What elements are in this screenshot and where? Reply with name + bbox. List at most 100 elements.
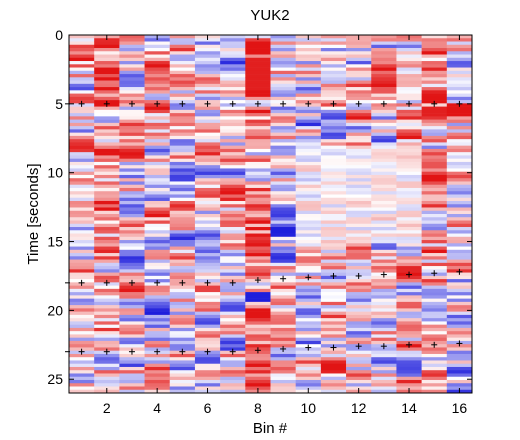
heatmap-cell [446,197,473,202]
heatmap-cell [270,158,296,163]
heatmap-cell [371,298,397,303]
heatmap-cell [446,275,473,280]
heatmap-cell [421,311,448,316]
heatmap-cell [220,194,246,199]
heatmap-cell [194,51,221,55]
heatmap-cell [220,165,246,169]
heatmap-cell [320,93,347,98]
heatmap-cell [396,240,422,244]
heatmap-cell [396,379,422,384]
heatmap-cell [295,262,322,267]
heatmap-cell [69,41,95,46]
heatmap-cell [119,61,145,65]
heatmap-cell [421,161,448,166]
heatmap-cell [220,204,246,208]
heatmap-cell [69,184,95,189]
heatmap-cell [421,214,448,218]
heatmap-cell [194,197,221,202]
heatmap-cell [144,197,171,202]
heatmap-cell [220,243,246,247]
heatmap-cell [144,178,171,182]
heatmap-cell [371,148,397,153]
heatmap-cell [169,51,196,55]
heatmap-cell [421,259,448,264]
heatmap-cell [446,298,473,303]
heatmap-cell [94,269,120,273]
heatmap-cell [119,83,145,88]
heatmap-cell [371,347,397,351]
heatmap-cell [194,119,221,124]
heatmap-cell [396,197,422,202]
heatmap-cell [371,318,397,322]
heatmap-cell [220,132,246,137]
heatmap-cell [320,243,347,247]
heatmap-cell [270,288,296,293]
heatmap-cell [295,340,322,345]
heatmap-cell [194,223,221,228]
heatmap-cell [119,139,145,143]
heatmap-cell [346,223,372,228]
heatmap-cell [270,340,296,345]
heatmap-cell [169,165,196,169]
heatmap-cell [220,240,246,244]
heatmap-cell [194,132,221,137]
heatmap-cell [220,184,246,189]
heatmap-cell [446,174,473,179]
heatmap-cell [194,106,221,111]
heatmap-cell [270,184,296,189]
heatmap-cell [119,48,145,52]
heatmap-cell [69,129,95,133]
heatmap-cell [220,227,246,231]
heatmap-cell [320,139,347,143]
heatmap-cell [119,301,145,306]
heatmap-cell [69,161,95,166]
heatmap-cell [421,295,448,299]
heatmap-cell [270,262,296,267]
heatmap-cell [421,184,448,189]
heatmap-cell [144,227,171,231]
heatmap-cell [446,132,473,137]
heatmap-cell [119,77,145,81]
heatmap-cell [144,314,171,319]
heatmap-cell [119,334,145,338]
y-tick-label: 20 [47,302,63,318]
heatmap-cell [245,132,271,137]
heatmap-cell [69,269,95,273]
heatmap-cell [94,64,120,68]
heatmap-cell [320,236,347,241]
heatmap-cell [119,197,145,202]
heatmap-cell [346,379,372,384]
heatmap-cell [396,363,422,368]
heatmap-cell [320,249,347,254]
heatmap-cell [169,240,196,244]
heatmap-cell [220,67,246,72]
heatmap-cell [119,223,145,228]
heatmap-cell [446,256,473,260]
heatmap-cell [220,35,246,39]
heatmap-cell [194,379,221,384]
heatmap-cell [371,109,397,114]
heatmap-cell [119,51,145,55]
heatmap-cell [119,233,145,238]
heatmap-cell [220,178,246,182]
heatmap-cell [295,223,322,228]
heatmap-cell [446,181,473,185]
heatmap-cell [346,253,372,257]
heatmap-cell [220,106,246,111]
heatmap-cell [169,311,196,316]
heatmap-cell [421,279,448,283]
heatmap-cell [220,214,246,218]
heatmap-cell [220,207,246,212]
heatmap-cell [396,51,422,55]
heatmap-cell [144,126,171,130]
heatmap-cell [169,207,196,212]
heatmap-cell [295,292,322,296]
heatmap-cell [320,119,347,124]
heatmap-cell [144,122,171,127]
heatmap-cell [94,292,120,296]
heatmap-cell [320,279,347,283]
heatmap-cell [371,383,397,387]
heatmap-cell [396,217,422,221]
heatmap-cell [270,318,296,322]
heatmap-cell [194,145,221,150]
